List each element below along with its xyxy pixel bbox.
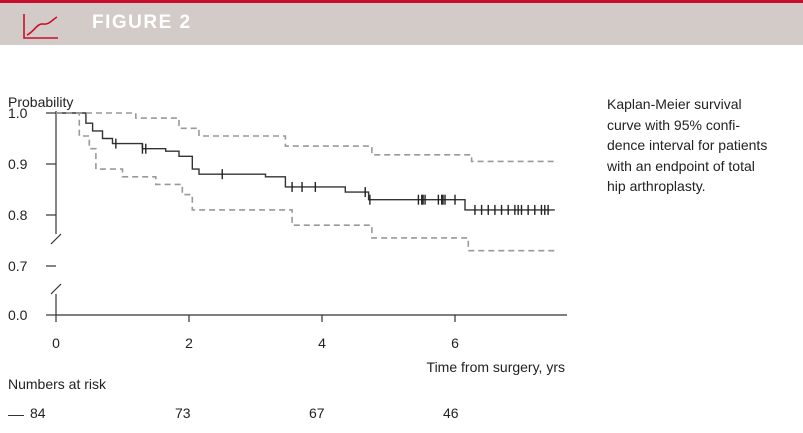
caption-line: with an endpoint of total [607,157,755,174]
x-axis-label: Time from surgery, yrs [427,359,565,375]
caption-line: Kaplan-Meier survival [607,96,742,112]
ci-bound-line [56,112,555,252]
ci-bound-line [56,112,555,163]
risk-count: 46 [443,405,459,421]
caption-line: hip arthroplasty. [607,178,706,194]
y-tick-label: 1.0 [8,105,28,121]
survival-chart: 1.0 0.9 0.8 0.7 0.0 0 2 4 6 Probability Time from … [8,94,567,375]
axis-break-mark [50,283,62,295]
y-tick-label: 0.7 [8,258,28,274]
risk-count: 73 [175,405,191,421]
line-chart-icon [23,14,58,39]
survival-line [56,112,555,211]
x-tick-label: 0 [52,335,60,351]
solid-line-legend-marker [8,415,24,416]
caption-line: dence interval for patients [607,137,768,153]
x-tick-label: 6 [451,335,459,351]
y-tick-label: 0.9 [8,156,28,172]
figure-title: FIGURE 2 [92,12,192,33]
y-tick-label: 0.8 [8,207,28,223]
figure-caption: Kaplan-Meier survival curve with 95% con… [607,94,799,197]
risk-count: 67 [309,405,325,421]
x-tick-label: 4 [318,335,326,351]
y-tick-label: 0.0 [8,307,28,323]
y-axis-label: Probability [8,94,73,110]
numbers-at-risk-title: Numbers at risk [8,376,107,392]
caption-line: curve with 95% confi- [607,116,741,133]
risk-count: 84 [30,405,46,421]
numbers-at-risk-row: 84 73 67 46 [0,405,600,427]
figure-header: FIGURE 2 [0,0,803,45]
axis-break-mark [50,233,62,245]
x-tick-label: 2 [185,335,193,351]
